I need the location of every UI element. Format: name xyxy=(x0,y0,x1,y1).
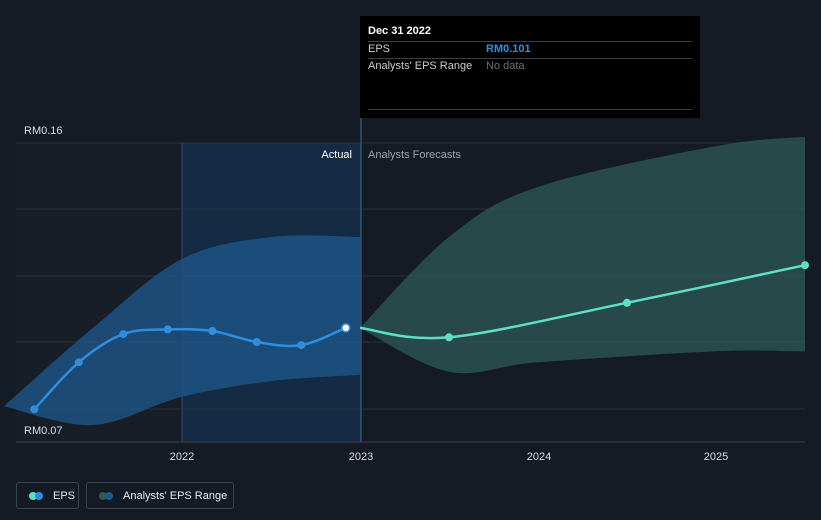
eps-forecast-line xyxy=(359,263,806,340)
x-tick-2024: 2024 xyxy=(527,451,551,463)
legend-eps-swatch xyxy=(29,491,45,500)
tooltip: Dec 31 2022 EPS RM0.101 Analysts' EPS Ra… xyxy=(360,16,700,118)
legend-eps[interactable]: EPS xyxy=(16,482,79,509)
eps-points xyxy=(30,261,809,414)
eps-forecast-point[interactable] xyxy=(623,298,631,307)
x-tick-2023: 2023 xyxy=(349,451,373,463)
eps-point[interactable] xyxy=(119,330,128,339)
eps-forecast-point[interactable] xyxy=(445,333,453,342)
y-tick-bottom: RM0.07 xyxy=(24,425,63,437)
legend-swatch-dot xyxy=(99,491,107,500)
eps-point[interactable] xyxy=(163,325,172,334)
actual-label: Actual xyxy=(321,149,352,161)
forecast-label: Analysts Forecasts xyxy=(368,149,461,161)
x-tick-2025: 2025 xyxy=(704,451,728,463)
tooltip-date: Dec 31 2022 xyxy=(368,25,431,37)
tooltip-range-value: No data xyxy=(486,60,525,72)
tooltip-divider xyxy=(368,109,692,110)
legend-swatch-dot xyxy=(35,491,43,500)
tooltip-divider xyxy=(368,58,692,59)
legend-range-swatch xyxy=(99,491,115,500)
legend-swatch-dot xyxy=(105,491,113,500)
tooltip-eps-value: RM0.101 xyxy=(486,43,531,55)
eps-point[interactable] xyxy=(341,323,351,333)
eps-point[interactable] xyxy=(30,405,39,414)
tooltip-divider xyxy=(368,41,692,42)
legend-range-label: Analysts' EPS Range xyxy=(123,489,228,502)
tooltip-range-label: Analysts' EPS Range xyxy=(368,60,473,72)
tooltip-eps-label: EPS xyxy=(368,43,391,55)
legend-range[interactable]: Analysts' EPS Range xyxy=(86,482,234,509)
y-tick-top: RM0.16 xyxy=(24,125,63,137)
eps-point[interactable] xyxy=(252,338,261,346)
forecast-range-area xyxy=(360,136,805,374)
eps-point[interactable] xyxy=(74,358,83,367)
eps-point[interactable] xyxy=(208,327,217,335)
legend-eps-label: EPS xyxy=(53,489,76,502)
x-tick-2022: 2022 xyxy=(170,451,194,463)
eps-forecast-point[interactable] xyxy=(801,261,809,270)
eps-point[interactable] xyxy=(297,341,306,350)
legend-swatch-dot xyxy=(29,491,37,500)
